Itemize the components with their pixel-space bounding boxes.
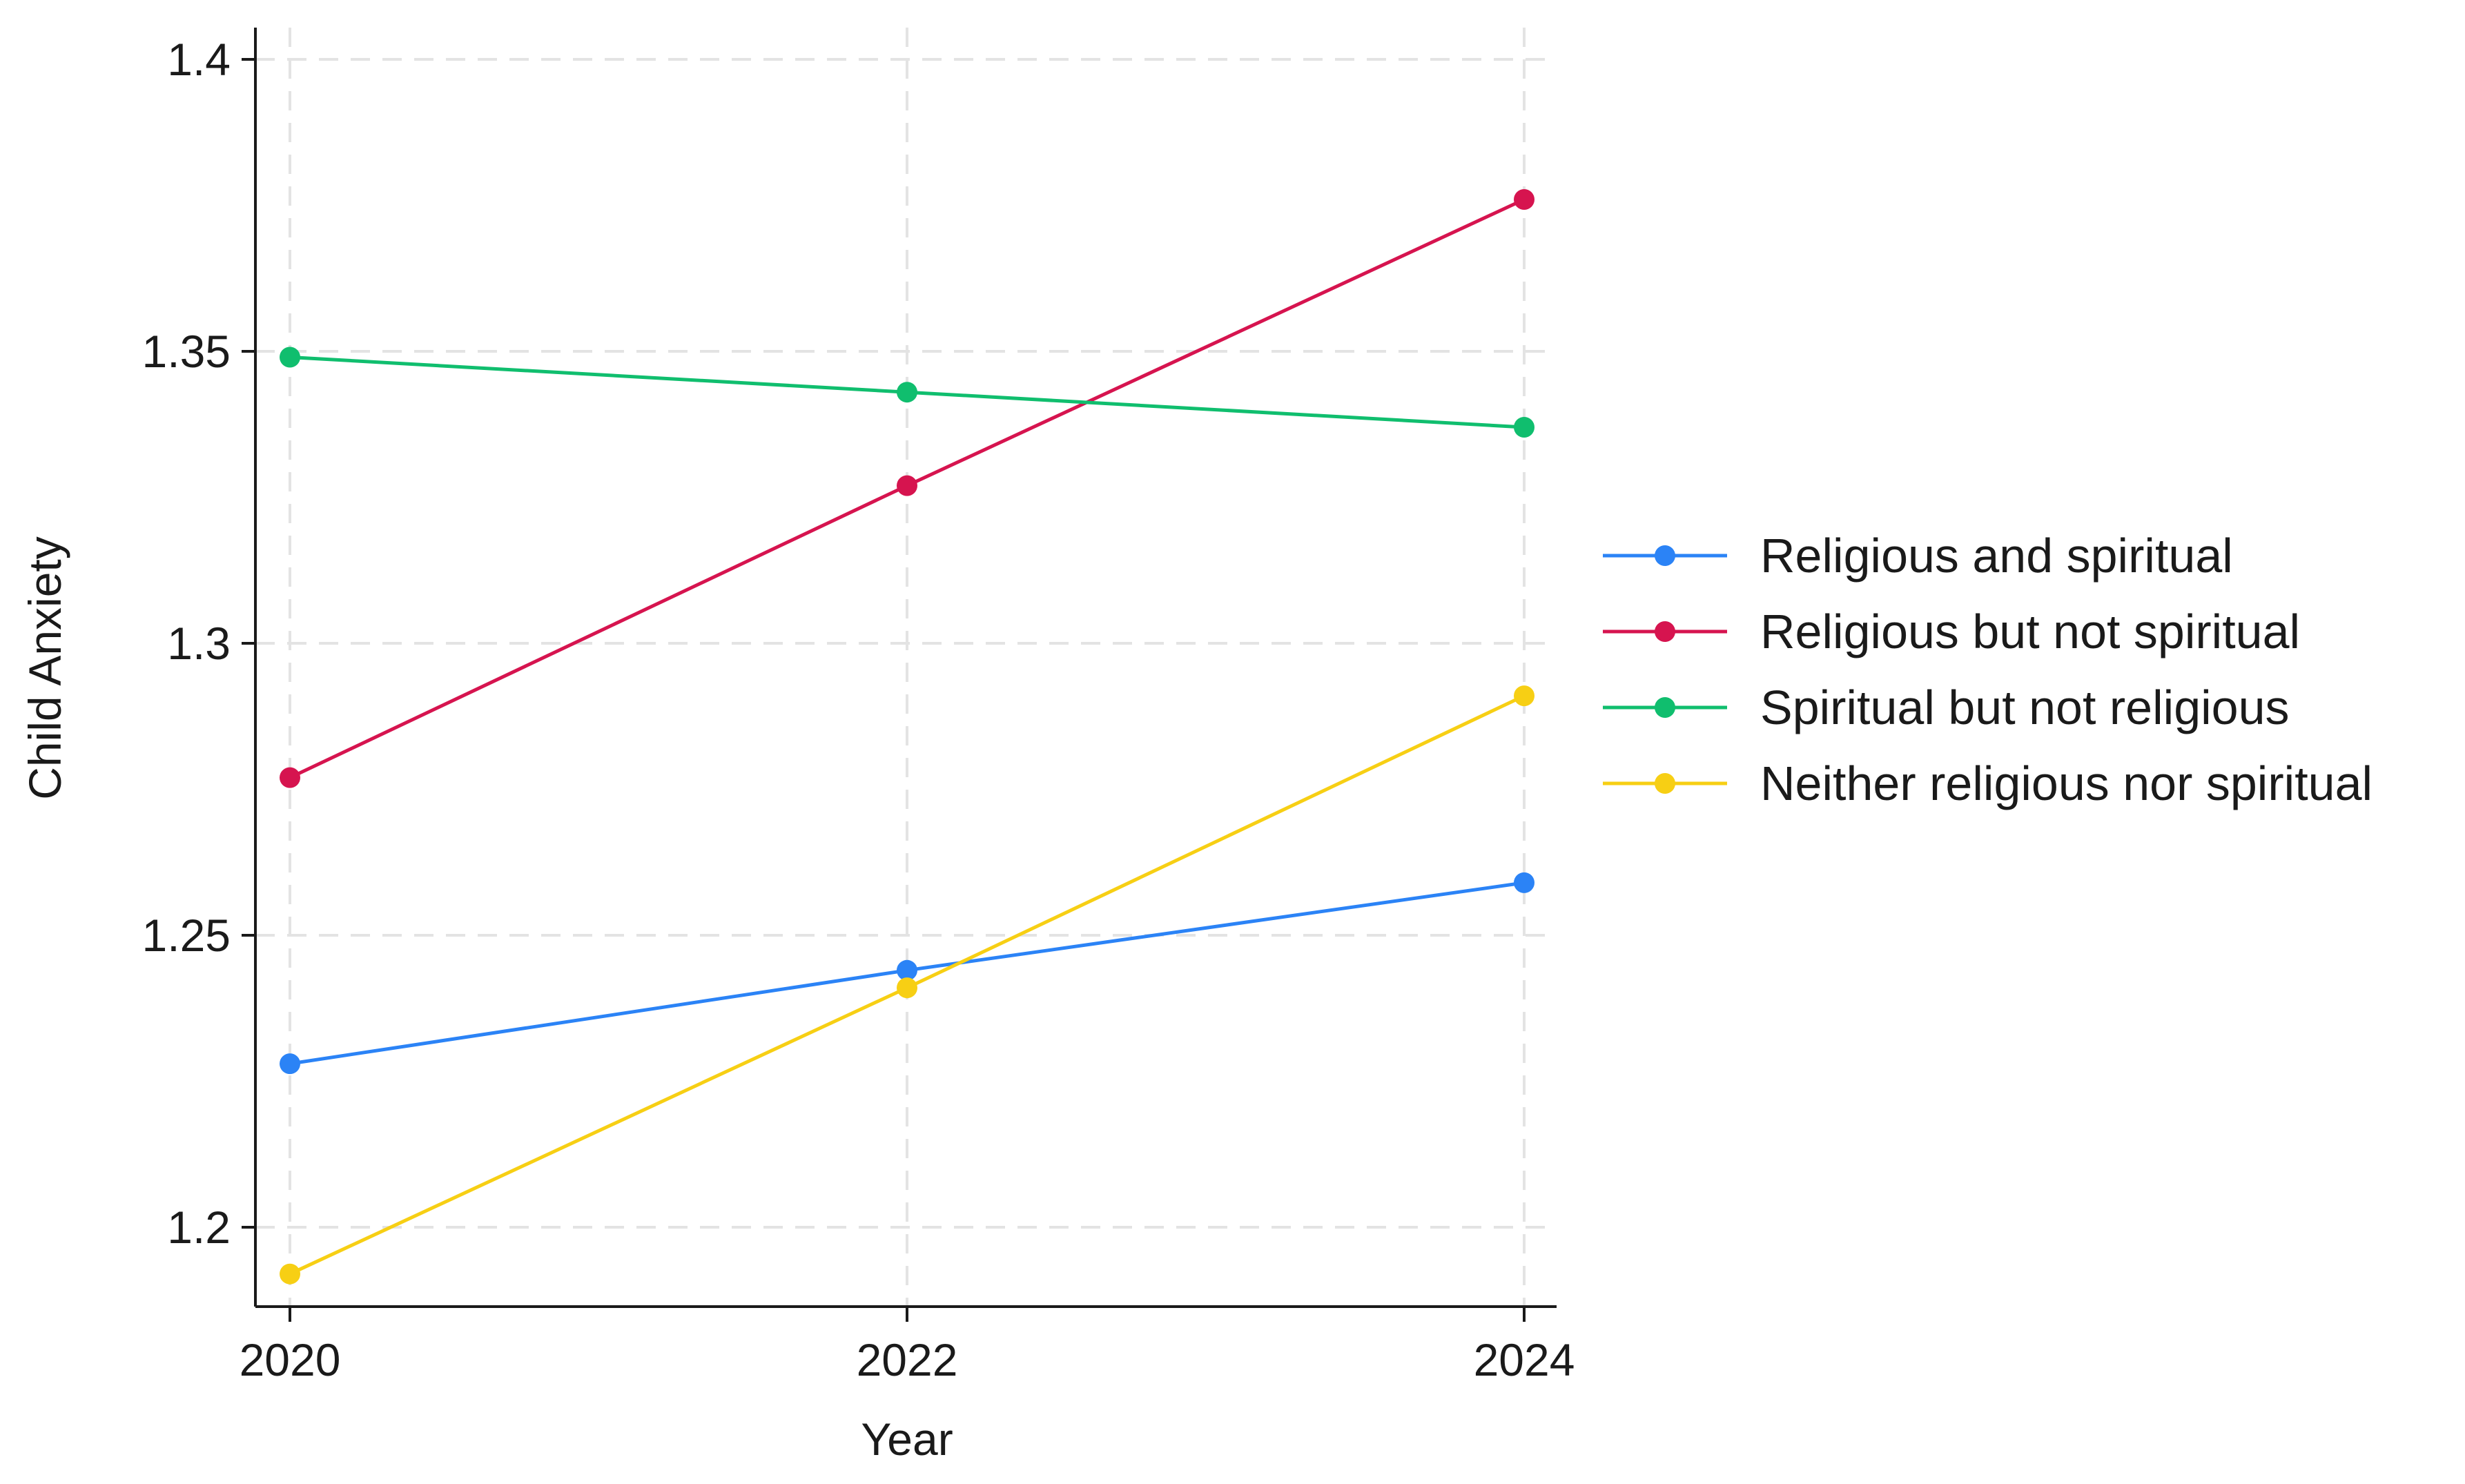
legend-swatch-marker xyxy=(1655,773,1675,794)
data-point xyxy=(897,382,917,403)
series-group xyxy=(280,346,1534,438)
legend-label: Neither religious nor spiritual xyxy=(1760,756,2373,810)
legend-label: Religious but not spiritual xyxy=(1760,605,2300,658)
x-tick-label: 2020 xyxy=(240,1334,341,1385)
ticks: 1.2 1.25 1.3 1.35 1.4 2020 2022 2024 xyxy=(142,34,1575,1385)
legend-item: Spiritual but not religious xyxy=(1603,681,2290,734)
data-point xyxy=(1514,685,1534,707)
data-point xyxy=(280,346,300,368)
series-layer xyxy=(280,189,1534,1285)
data-point xyxy=(280,1263,300,1285)
series-group xyxy=(280,685,1534,1285)
y-axis-title: Child Anxiety xyxy=(19,536,70,800)
series-group xyxy=(280,872,1534,1075)
y-tick-label: 1.35 xyxy=(142,326,231,377)
y-tick-label: 1.2 xyxy=(167,1202,231,1253)
data-point xyxy=(897,959,917,981)
y-tick-label: 1.4 xyxy=(167,34,231,85)
data-point xyxy=(897,475,917,496)
legend-item: Religious and spiritual xyxy=(1603,529,2233,583)
data-point xyxy=(1514,872,1534,893)
legend-swatch-marker xyxy=(1655,621,1675,642)
data-point xyxy=(280,767,300,788)
legend-item: Religious but not spiritual xyxy=(1603,605,2300,658)
legend-label: Religious and spiritual xyxy=(1760,529,2233,583)
y-tick-label: 1.25 xyxy=(142,910,231,961)
legend-label: Spiritual but not religious xyxy=(1760,681,2290,734)
data-point xyxy=(280,1053,300,1075)
x-axis-title: Year xyxy=(861,1414,953,1465)
x-tick-label: 2024 xyxy=(1474,1334,1575,1385)
legend-swatch-marker xyxy=(1655,545,1675,566)
series-group xyxy=(280,189,1534,788)
data-point xyxy=(897,977,917,999)
data-point xyxy=(1514,417,1534,438)
y-tick-label: 1.3 xyxy=(167,618,231,669)
grid xyxy=(255,28,1557,1307)
data-point xyxy=(1514,189,1534,210)
legend-item: Neither religious nor spiritual xyxy=(1603,756,2373,810)
legend-swatch-marker xyxy=(1655,697,1675,718)
x-tick-label: 2022 xyxy=(857,1334,958,1385)
legend: Religious and spiritual Religious but not… xyxy=(1603,529,2373,810)
